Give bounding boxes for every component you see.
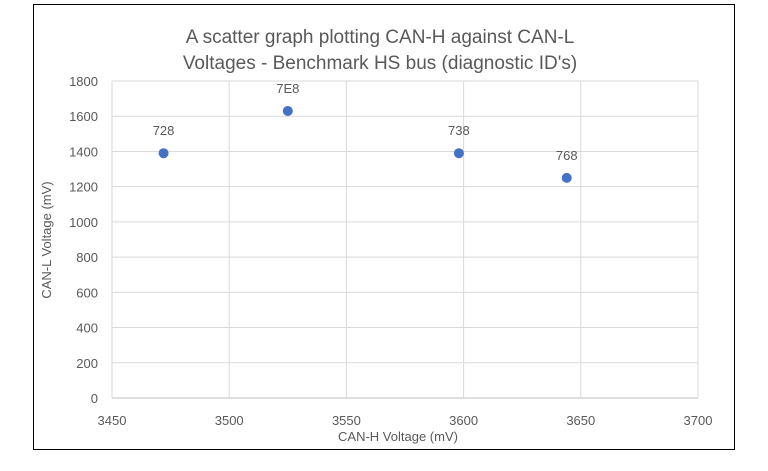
data-point bbox=[158, 148, 169, 159]
x-axis-label: CAN-H Voltage (mV) bbox=[338, 429, 458, 444]
x-tick-label: 3450 bbox=[98, 413, 127, 428]
data-point bbox=[282, 105, 293, 116]
data-point bbox=[453, 148, 464, 159]
x-tick-label: 3700 bbox=[684, 413, 713, 428]
data-point bbox=[561, 172, 572, 183]
data-label: 728 bbox=[153, 123, 175, 138]
y-tick-label: 0 bbox=[91, 391, 98, 406]
y-tick-label: 1200 bbox=[69, 180, 98, 195]
data-label: 7E8 bbox=[276, 81, 299, 96]
chart-frame bbox=[33, 4, 735, 450]
chart-title-line-2: Voltages - Benchmark HS bus (diagnostic … bbox=[183, 53, 577, 74]
y-tick-label: 600 bbox=[76, 285, 98, 300]
y-tick-label: 1800 bbox=[69, 74, 98, 89]
x-tick-label: 3650 bbox=[566, 413, 595, 428]
y-tick-label: 1600 bbox=[69, 109, 98, 124]
x-tick-label: 3500 bbox=[215, 413, 244, 428]
y-tick-label: 400 bbox=[76, 321, 98, 336]
y-tick-label: 200 bbox=[76, 356, 98, 371]
x-tick-label: 3600 bbox=[449, 413, 478, 428]
x-tick-label: 3550 bbox=[332, 413, 361, 428]
chart-title-line-1: A scatter graph plotting CAN-H against C… bbox=[186, 27, 575, 48]
data-label: 768 bbox=[556, 148, 578, 163]
y-tick-label: 800 bbox=[76, 250, 98, 265]
y-tick-label: 1400 bbox=[69, 144, 98, 159]
y-axis-label: CAN-L Voltage (mV) bbox=[39, 181, 54, 298]
y-tick-label: 1000 bbox=[69, 215, 98, 230]
data-label: 738 bbox=[448, 123, 470, 138]
